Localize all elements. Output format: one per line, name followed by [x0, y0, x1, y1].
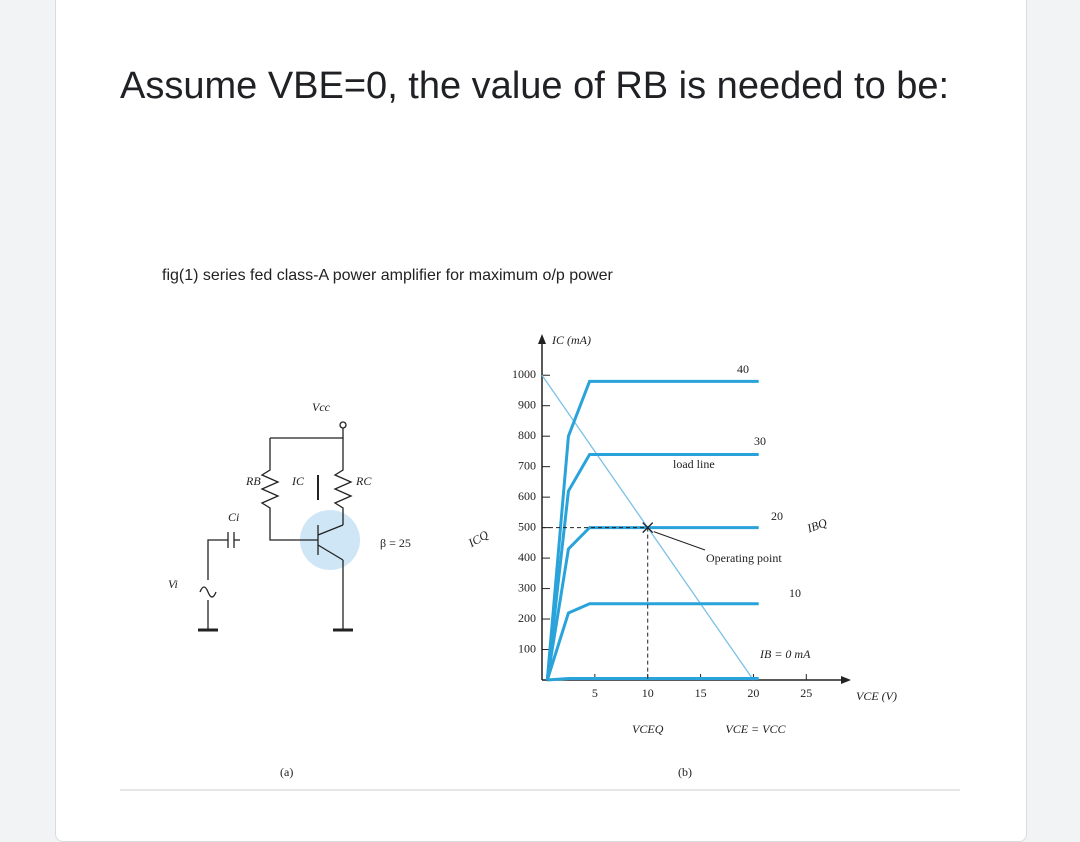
icq-label: ICQ [465, 527, 491, 550]
x-arrow [841, 676, 851, 684]
ib-curve [545, 526, 759, 681]
beta-label: β = 25 [380, 536, 411, 550]
resistor-rc [333, 438, 353, 525]
x-tick-label: 20 [747, 686, 759, 700]
op-pointer [653, 531, 706, 551]
source [199, 586, 217, 598]
y-arrow [538, 334, 546, 344]
y-tick-label: 400 [518, 550, 536, 564]
rc-label: RC [355, 474, 372, 488]
y-tick-label: 1000 [512, 367, 536, 381]
page: { "question": {"text": "Assume VBE=0, th… [55, 0, 1027, 842]
curve-label: 20 [771, 509, 783, 523]
y-tick-label: 100 [518, 641, 536, 655]
question-text: Assume VBE=0, the value of RB is needed … [120, 65, 950, 107]
vi-label: Vi [168, 577, 178, 591]
y-tick-label: 900 [518, 397, 536, 411]
figure: fig(1) series fed class-A power amplifie… [120, 267, 960, 791]
vcc-label: Vcc [312, 400, 331, 414]
ci-label: Ci [228, 510, 239, 524]
y-tick-label: 500 [518, 519, 536, 533]
vcc-annotation: VCE = VCC [725, 722, 786, 736]
resistor-rb [260, 438, 318, 541]
x-tick-label: 25 [800, 686, 812, 700]
terminal [339, 421, 347, 429]
emitter [317, 544, 344, 561]
curve-label: 30 [754, 434, 766, 448]
wire [207, 539, 228, 580]
curve-label: 10 [789, 586, 801, 600]
load-line-label: load line [673, 457, 715, 471]
ib-curve [545, 452, 759, 681]
ib-curve [545, 379, 759, 681]
curve-label: IB = 0 mA [759, 647, 811, 661]
rb-label: RB [245, 474, 261, 488]
x-tick-label: 5 [592, 686, 598, 700]
operating-point [642, 522, 654, 534]
y-tick-label: 800 [518, 428, 536, 442]
y-tick-label: 700 [518, 458, 536, 472]
y-axis-label: IC (mA) [551, 333, 591, 347]
question-card [55, 0, 1027, 842]
ib-curve [547, 676, 759, 682]
ic-label: IC [291, 474, 305, 488]
ibq-label: IBQ [804, 515, 829, 535]
operating-point-label: Operating point [706, 551, 782, 565]
ib-curve [545, 602, 759, 681]
x-axis-label: VCE (V) [856, 689, 897, 703]
y-tick-label: 300 [518, 580, 536, 594]
curve-label: 40 [737, 362, 749, 376]
chart-caption: (b) [678, 765, 692, 779]
vceq-label: VCEQ [632, 722, 664, 736]
y-tick-label: 200 [518, 611, 536, 625]
collector [317, 524, 344, 536]
transistor-highlight [300, 510, 360, 570]
wire [270, 428, 344, 439]
figure-caption: fig(1) series fed class-A power amplifie… [162, 267, 613, 284]
circuit-caption: (a) [280, 765, 293, 779]
x-tick-label: 15 [695, 686, 707, 700]
x-tick-label: 10 [642, 686, 654, 700]
circuit [198, 421, 360, 632]
y-tick-label: 600 [518, 489, 536, 503]
